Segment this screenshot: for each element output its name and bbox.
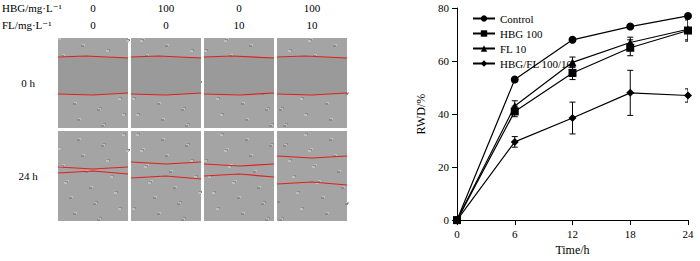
svg-text:100: 100 <box>158 2 175 14</box>
svg-text:HBG 100: HBG 100 <box>500 28 543 40</box>
svg-text:10: 10 <box>234 19 246 31</box>
svg-text:20: 20 <box>438 161 450 173</box>
svg-text:FL 10: FL 10 <box>500 43 527 55</box>
svg-text:0: 0 <box>90 19 96 31</box>
svg-text:80: 80 <box>438 2 450 14</box>
svg-text:0: 0 <box>444 214 450 226</box>
svg-text:Control: Control <box>500 13 534 25</box>
svg-text:6: 6 <box>512 228 518 240</box>
svg-text:0: 0 <box>454 228 460 240</box>
svg-text:Time/h: Time/h <box>555 243 589 257</box>
svg-text:100: 100 <box>304 2 321 14</box>
svg-text:0: 0 <box>236 2 242 14</box>
svg-text:RWD/%: RWD/% <box>414 94 428 135</box>
svg-text:24: 24 <box>683 228 695 240</box>
svg-text:40: 40 <box>438 108 450 120</box>
svg-text:HBG/mg·L⁻¹: HBG/mg·L⁻¹ <box>2 2 62 14</box>
svg-text:18: 18 <box>625 228 637 240</box>
svg-text:0 h: 0 h <box>21 77 35 89</box>
svg-text:10: 10 <box>307 19 319 31</box>
svg-text:0: 0 <box>90 2 96 14</box>
svg-text:FL/mg·L⁻¹: FL/mg·L⁻¹ <box>2 19 51 31</box>
svg-text:12: 12 <box>567 228 578 240</box>
svg-text:60: 60 <box>438 55 450 67</box>
svg-text:24 h: 24 h <box>18 170 38 182</box>
svg-text:0: 0 <box>163 19 169 31</box>
svg-text:HBG/FL 100/10: HBG/FL 100/10 <box>500 58 573 70</box>
